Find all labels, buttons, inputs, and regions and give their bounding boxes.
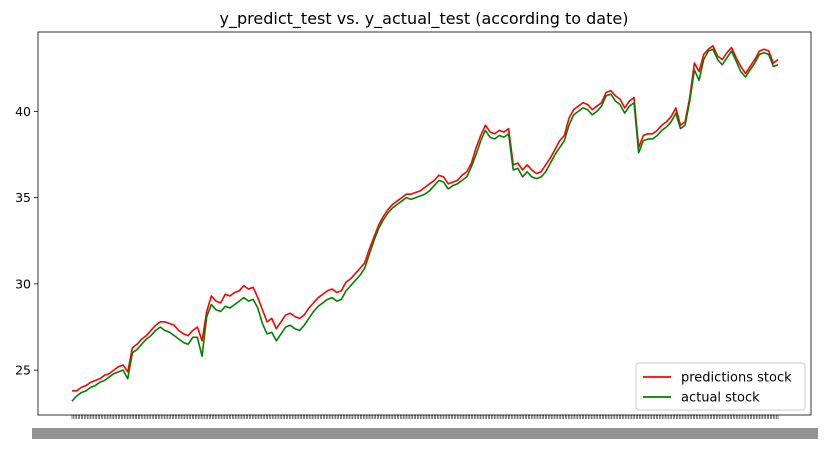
x-tick-marks [71, 415, 779, 419]
plot-frame [37, 31, 812, 416]
legend-box [635, 362, 806, 411]
y-tick-label: 30 [15, 276, 31, 291]
legend: predictions stock actual stock [635, 362, 806, 411]
series-layer [71, 44, 779, 402]
legend-label: predictions stock [681, 371, 792, 386]
series-line-predictions [72, 44, 779, 392]
y-tick-label: 40 [15, 104, 31, 119]
y-tick-label: 35 [15, 190, 31, 205]
series-line-actual [71, 48, 779, 402]
x-tick-labels-overlapped [32, 428, 818, 439]
chart-title: y_predict_test vs. y_actual_test (accord… [220, 9, 629, 29]
x-axis-ticks [32, 415, 818, 439]
legend-label: actual stock [681, 391, 760, 406]
y-tick-label: 25 [15, 363, 31, 378]
y-axis-ticks: 25 30 35 40 [15, 104, 38, 378]
